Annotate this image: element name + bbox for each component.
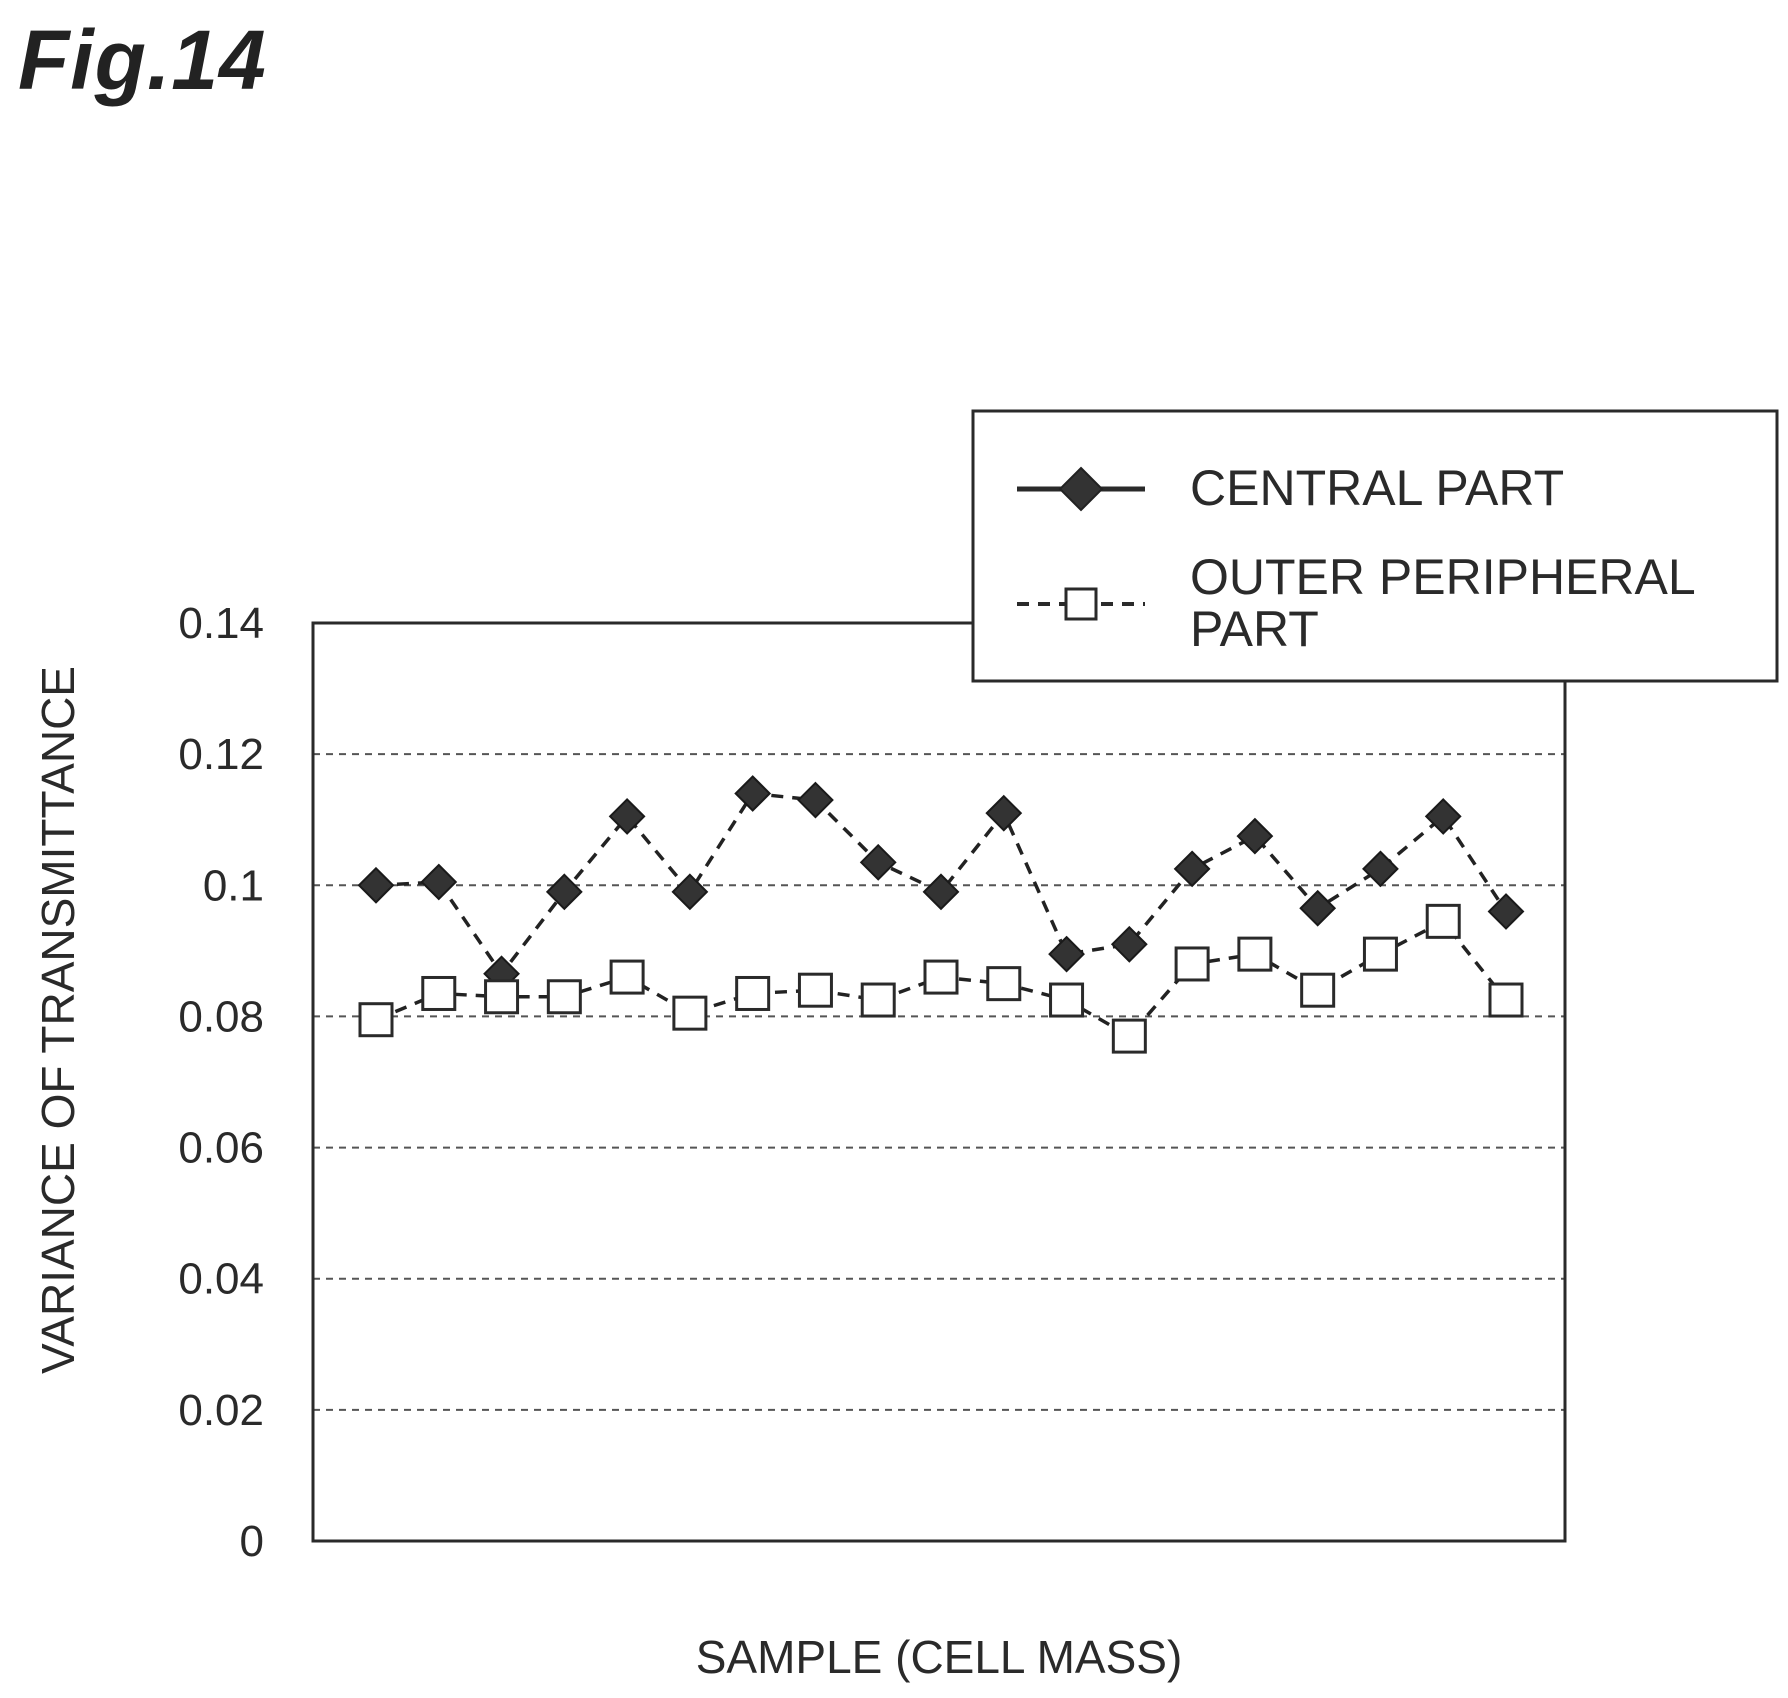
y-tick-label: 0.14 (178, 599, 264, 648)
data-point-outer (609, 959, 645, 995)
data-point-central (922, 873, 960, 911)
data-point-outer (1237, 936, 1273, 972)
data-point-central (357, 866, 395, 904)
data-point-central (985, 794, 1023, 832)
y-tick-label: 0 (240, 1517, 264, 1566)
data-point-outer (1362, 936, 1398, 972)
legend-outer-label-line1: OUTER PERIPHERAL (1190, 549, 1696, 605)
data-point-central (1236, 817, 1274, 855)
data-point-outer (986, 966, 1022, 1002)
data-point-central (1173, 850, 1211, 888)
data-point-outer (1111, 1018, 1147, 1054)
data-point-central (1110, 925, 1148, 963)
legend-box (971, 409, 1779, 683)
figure-label: Fig.14 (18, 13, 267, 107)
data-point-outer (923, 959, 959, 995)
legend-outer-marker (1064, 587, 1098, 621)
data-point-central (1487, 893, 1525, 930)
y-axis-title: VARIANCE OF TRANSMITTANCE (32, 666, 84, 1374)
data-point-central (1362, 850, 1399, 888)
data-point-outer (546, 979, 582, 1015)
data-point-outer (735, 975, 771, 1011)
y-tick-label: 0.06 (178, 1124, 264, 1173)
data-point-outer (1488, 982, 1524, 1018)
data-point-central (545, 873, 583, 911)
legend-central-marker (1058, 466, 1104, 512)
data-point-central (608, 798, 646, 835)
y-tick-label: 0.12 (178, 730, 264, 779)
plot-area (311, 621, 1567, 1543)
data-point-central (734, 775, 772, 812)
series-layer (357, 775, 1525, 1054)
y-tick-label: 0.02 (178, 1386, 264, 1435)
data-point-outer (484, 979, 520, 1015)
data-point-outer (1174, 946, 1210, 982)
data-point-outer (358, 1002, 394, 1038)
y-tick-label: 0.08 (178, 992, 264, 1041)
legend-outer-label-line2: PART (1190, 601, 1319, 657)
data-point-outer (1425, 903, 1461, 939)
data-point-central (420, 863, 458, 901)
data-point-outer (797, 972, 833, 1008)
data-point-central (1048, 935, 1085, 973)
grid-lines (313, 753, 1565, 1411)
data-point-central (1299, 889, 1337, 927)
legend: CENTRAL PART OUTER PERIPHERAL PART (971, 409, 1779, 683)
y-tick-label: 0.1 (203, 861, 264, 910)
data-point-central (859, 843, 897, 881)
data-point-outer (421, 975, 457, 1011)
data-point-central (671, 873, 709, 911)
legend-central-label: CENTRAL PART (1190, 460, 1564, 516)
data-point-outer (672, 995, 708, 1031)
y-tick-label: 0.04 (178, 1255, 264, 1304)
x-axis-title: SAMPLE (CELL MASS) (696, 1631, 1183, 1683)
data-point-outer (1049, 982, 1085, 1018)
data-point-outer (860, 982, 896, 1018)
data-point-central (1424, 798, 1462, 835)
data-point-central (797, 781, 834, 819)
y-tick-labels: 0 0.02 0.04 0.06 0.08 0.1 0.12 0.14 (178, 599, 264, 1566)
data-point-outer (1300, 972, 1336, 1008)
